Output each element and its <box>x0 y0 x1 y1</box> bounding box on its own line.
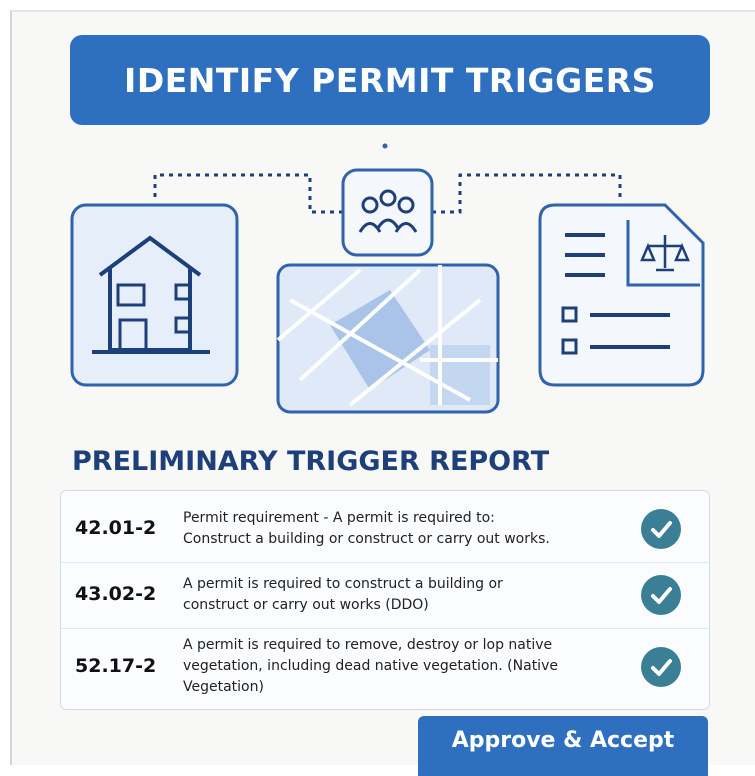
title-banner: IDENTIFY PERMIT TRIGGERS <box>70 35 710 125</box>
permit-code: 43.02-2 <box>75 583 157 605</box>
report-heading: PRELIMINARY TRIGGER REPORT <box>72 446 550 477</box>
document-icon <box>538 203 705 387</box>
connector <box>153 173 622 214</box>
text-line: Permit requirement - A permit is require… <box>183 509 495 526</box>
permit-text: Permit requirement - A permit is require… <box>183 508 550 550</box>
permit-text: A permit is required to construct a buil… <box>183 574 503 616</box>
check-mark <box>651 520 672 538</box>
text-line: A permit is required to remove, destroy … <box>183 637 553 653</box>
permit-text: A permit is required to remove, destroy … <box>183 635 558 698</box>
trigger-row: 43.02-2 A permit is required to construct… <box>61 562 709 629</box>
trigger-row: 42.01-2 Permit requirement - A permit is … <box>61 495 709 563</box>
text-line: Vegetation) <box>183 679 264 695</box>
permit-code: 52.17-2 <box>75 654 157 677</box>
dot <box>382 143 388 149</box>
approve-button[interactable]: Approve & Accept <box>418 716 708 776</box>
check-mark <box>651 658 672 676</box>
trigger-table: 42.01-2 Permit requirement - A permit is … <box>60 490 710 710</box>
people-icon <box>341 168 434 257</box>
text-line: construct or carry out works (DDO) <box>183 597 429 613</box>
text-line: Construct a building or construct or car… <box>183 530 550 547</box>
permit-code: 42.01-2 <box>75 516 157 539</box>
trigger-row: 52.17-2 A permit is required to remove, d… <box>61 628 709 705</box>
check-icon <box>641 575 681 615</box>
illustration <box>70 143 705 414</box>
text-line: A permit is required to construct a buil… <box>183 576 503 592</box>
map-icon <box>276 263 500 414</box>
check-icon <box>641 646 681 687</box>
text-line: vegetation, including dead native vegeta… <box>183 658 558 674</box>
house-icon <box>70 203 239 387</box>
check-icon <box>641 508 681 549</box>
title: IDENTIFY PERMIT TRIGGERS <box>124 60 656 100</box>
check-mark <box>651 587 672 604</box>
